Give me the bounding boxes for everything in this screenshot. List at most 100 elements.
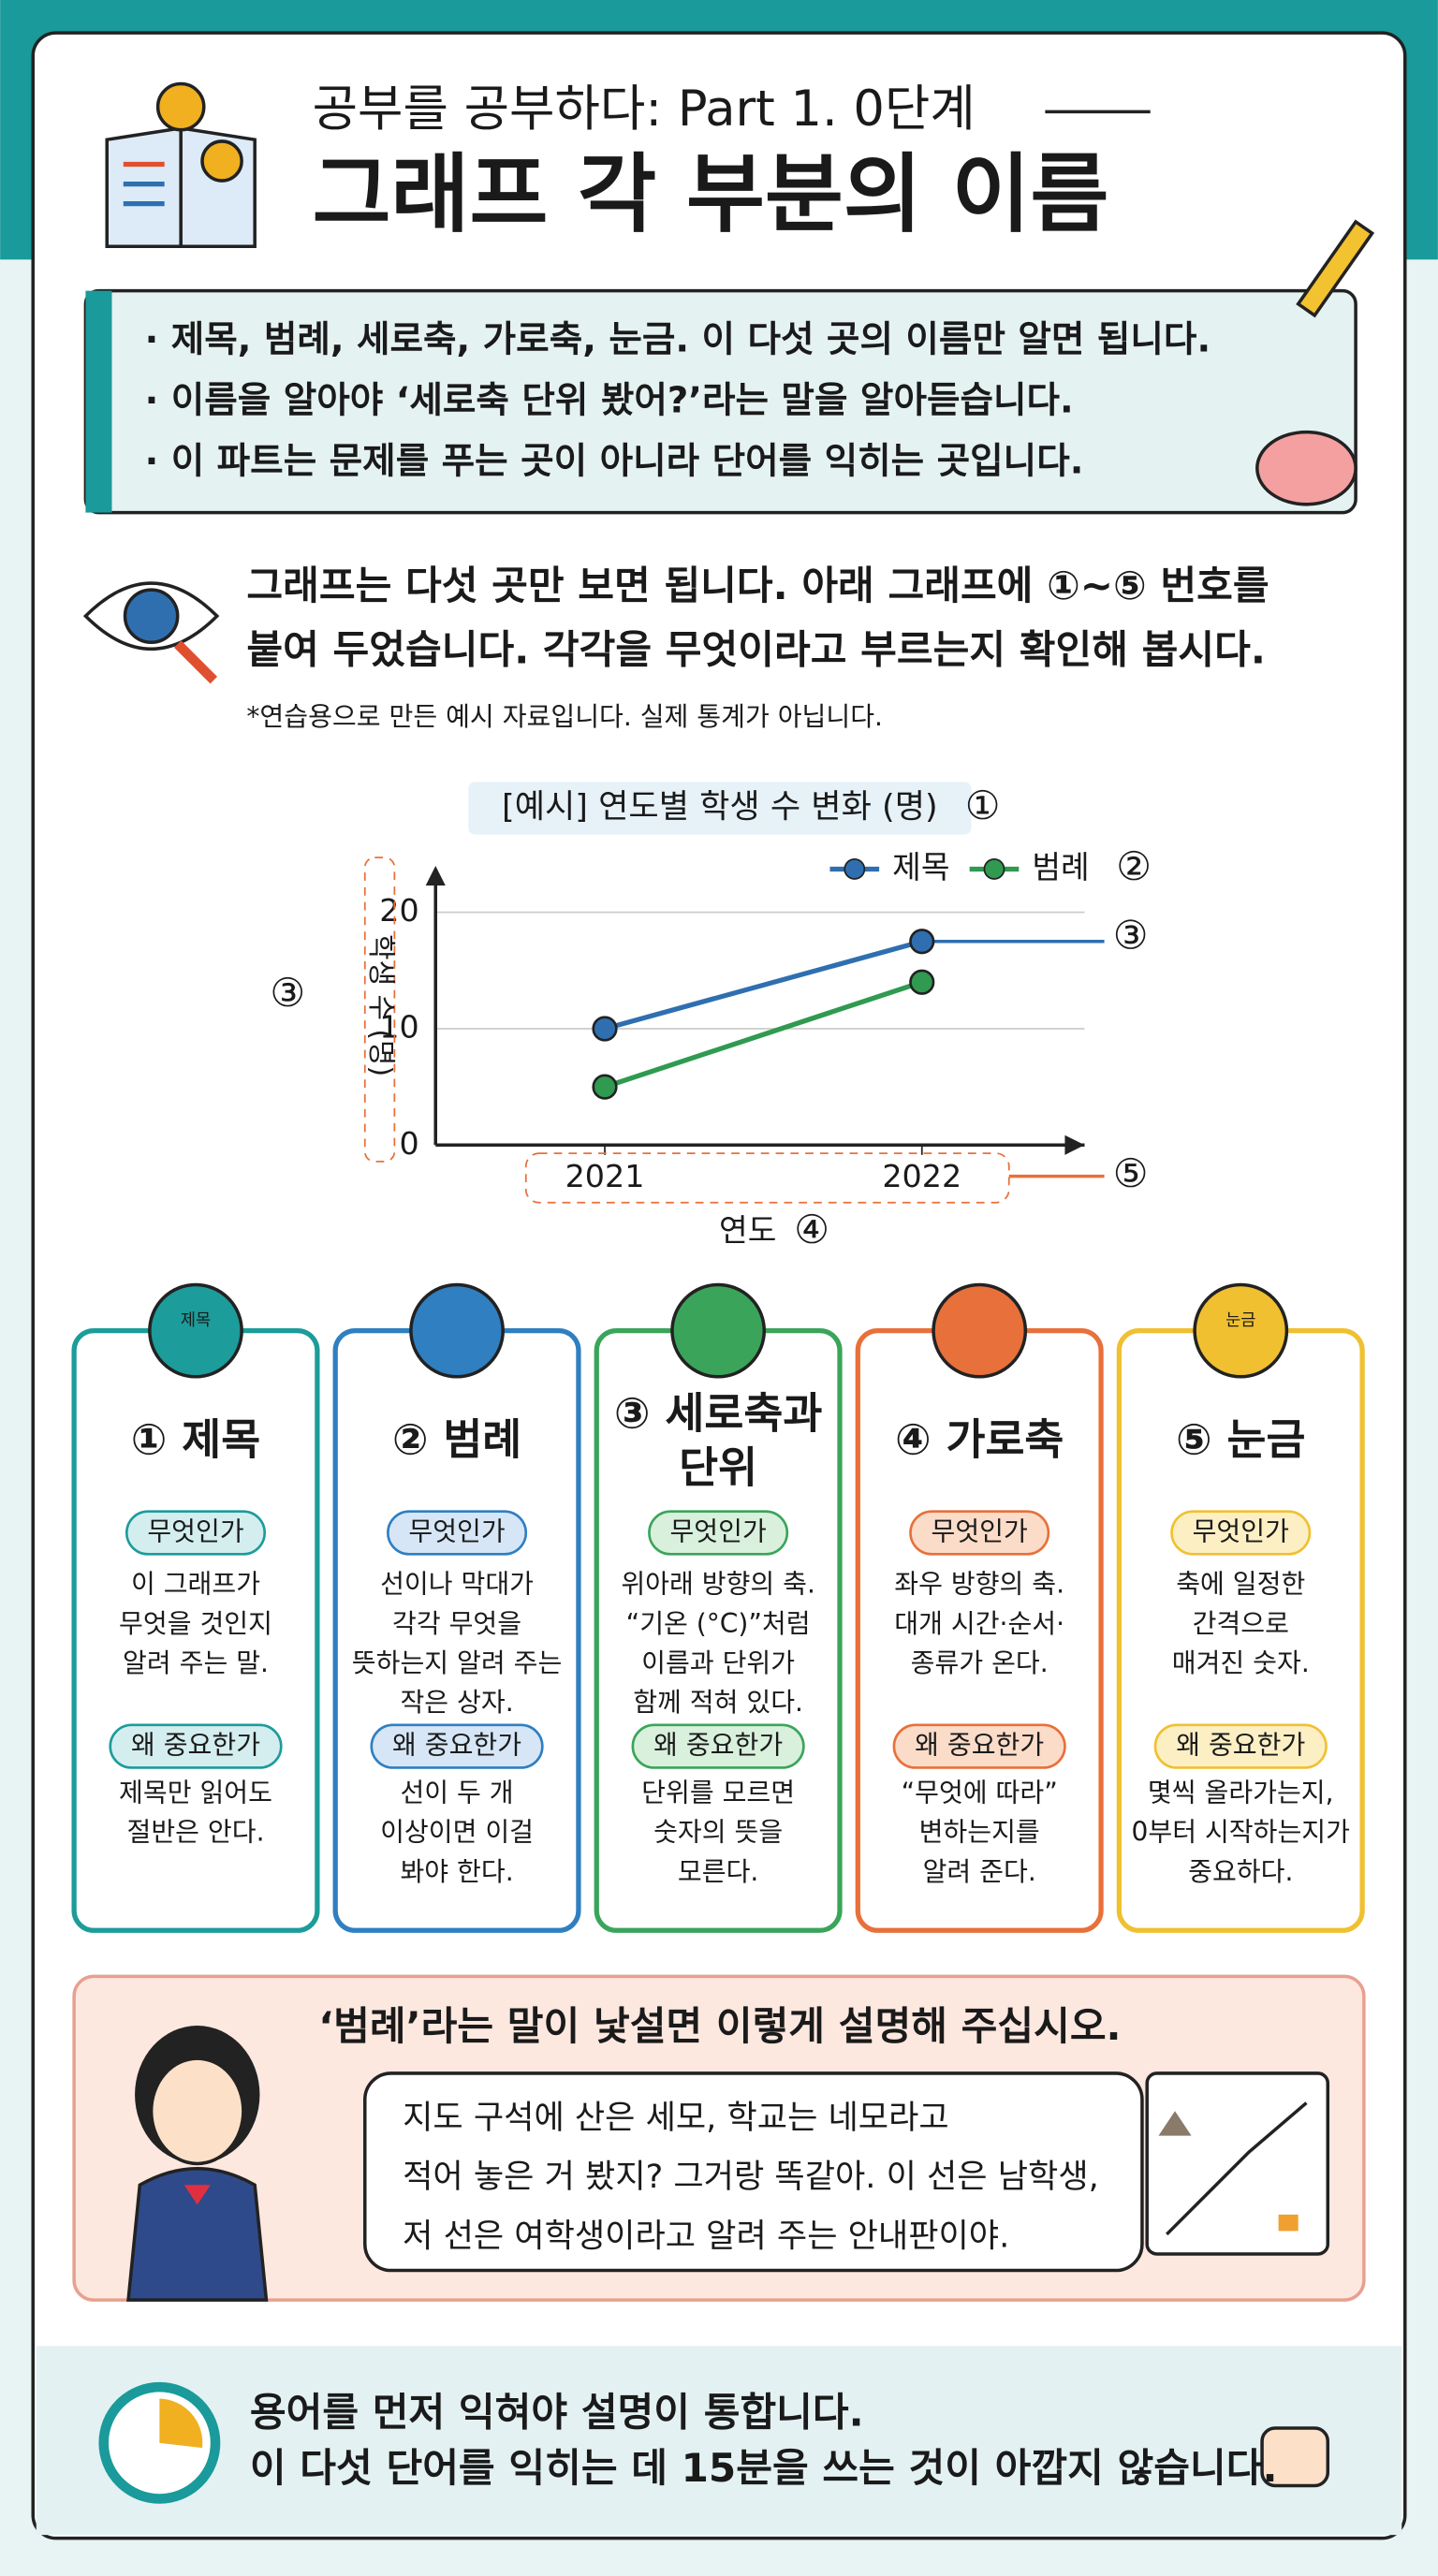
y-axis-arrow [425,865,446,886]
speech-bubble [363,2071,1144,2273]
pill-label: 무엇인가 [408,1516,505,1547]
card-title: 단위 [679,1442,757,1492]
pill-label: 왜 중요한가 [392,1730,521,1761]
pill [648,1510,789,1556]
data-point [909,969,935,995]
summary-accent [85,290,112,513]
card-text: 모른다. [678,1856,758,1887]
card-title: ④ 가로축 [895,1414,1064,1464]
x-tick-label: 2022 [882,1158,961,1194]
card-text: 0부터 시작하는지가 [1132,1817,1350,1848]
chart-title: [예시] 연도별 학생 수 변화 (명) [502,788,938,827]
card-text: 제목만 읽어도 [119,1778,272,1808]
legend-label: 범례 [1032,849,1089,886]
callout: ② [1116,843,1152,889]
card-text: 이 그래프가 [131,1569,260,1600]
card-icon [148,1282,243,1379]
data-point [592,1016,618,1042]
card-text: 단위를 모르면 [641,1778,795,1808]
legend-marker [983,858,1005,880]
card-text: 변하는지를 [919,1817,1040,1848]
footer-line: 용어를 먼저 익혀야 설명이 통합니다. [250,2389,864,2435]
pill [909,1510,1050,1556]
pill [1170,1510,1312,1556]
card-text: 중요하다. [1188,1856,1293,1887]
pill [892,1723,1066,1769]
card-text: 대개 시간·순서· [894,1608,1064,1639]
footer-line: 이 다섯 단어를 익히는 데 15분을 쓰는 것이 아깝지 않습니다. [250,2445,1278,2491]
card-icon [932,1282,1028,1379]
card-text: 몇씩 올라가는지, [1148,1778,1334,1808]
card-text: 선이 두 개 [400,1778,513,1808]
pill [1153,1723,1328,1769]
stopwatch-icon [98,2381,221,2504]
card-text: 숫자의 뜻을 [653,1817,783,1848]
y-tick-label: 0 [399,1125,418,1162]
card-text: 작은 상자. [400,1687,513,1718]
pill-label: 왜 중요한가 [131,1730,260,1761]
pill-label: 무엇인가 [932,1516,1028,1547]
y-tick-label: 20 [379,892,418,929]
pill-label: 무엇인가 [669,1516,766,1547]
pill-label: 왜 중요한가 [1176,1730,1305,1761]
summary-line: · 이름을 알아야 ‘세로축 단위 봤어?’라는 말을 알아듣습니다. [145,379,1074,421]
teacher-illustration [126,2026,269,2302]
x-axis-arrow [1064,1134,1085,1155]
card-title: ③ 세로축과 [614,1388,822,1438]
speech-line: 지도 구석에 산은 세모, 학교는 네모라고 [403,2099,949,2137]
subtitle: 공부를 공부하다: Part 1. 0단계 [313,80,976,138]
series-line [604,939,923,1032]
thumbs-up-icon [1260,2426,1330,2488]
card-title: ① 제목 [131,1414,260,1464]
pill-label: 무엇인가 [1193,1516,1289,1547]
legend-marker [844,858,866,880]
pill [387,1510,528,1556]
card-text: “기온 (°C)”처럼 [626,1608,811,1639]
card-text: 매겨진 숫자. [1172,1647,1310,1678]
card-text: 뜻하는지 알려 주는 [352,1647,563,1678]
card-icon [1193,1282,1289,1379]
card-icon [670,1282,767,1379]
card-title: ② 범례 [392,1414,521,1464]
data-point [909,929,935,955]
card-text: 무엇을 것인지 [119,1608,272,1639]
callout: ③ [1113,913,1149,959]
summary-line: · 이 파트는 문제를 푸는 곳이 아니라 단어를 익히는 곳입니다. [145,440,1084,482]
pill [125,1510,267,1556]
series-line [604,979,923,1090]
pill [109,1723,283,1769]
card-text: 이름과 단위가 [641,1647,795,1678]
note: *연습용으로 만든 예시 자료입니다. 실제 통계가 아닙니다. [246,701,883,732]
card-text: 종류가 온다. [911,1647,1049,1678]
card-text: 절반은 안다. [126,1817,264,1848]
pencil-icon [1296,219,1375,318]
card-text: 봐야 한다. [400,1856,513,1887]
card-text: 축에 일정한 [1176,1569,1305,1600]
callout: ① [965,783,1001,828]
book-icon [105,81,257,249]
icon-text: 눈금 [1225,1311,1255,1330]
card-text: 위아래 방향의 축. [621,1569,815,1600]
intro-line: 붙여 두었습니다. 각각을 무엇이라고 부르는지 확인해 봅시다. [246,626,1265,672]
y-axis-label: 학생 수 (명) [364,934,397,1076]
speech-line: 저 선은 여학생이라고 알려 주는 안내판이야. [403,2217,1009,2255]
x-axis-label: 연도 [719,1212,776,1249]
card-text: 알려 준다. [923,1856,1036,1887]
y-tick-label: 10 [379,1008,418,1045]
data-point [592,1074,618,1100]
card-icon [409,1282,505,1379]
eye-icon [82,581,220,684]
chart-title-box [468,782,972,835]
card-text: 함께 적혀 있다. [633,1687,803,1718]
pill [370,1723,544,1769]
pill-label: 왜 중요한가 [915,1730,1044,1761]
footer-band [36,2346,1402,2536]
icon-text: 제목 [181,1311,211,1330]
pill [631,1723,805,1769]
callout: ③ [270,970,305,1016]
intro-line: 그래프는 다섯 곳만 보면 됩니다. 아래 그래프에 ①~⑤ 번호를 [246,563,1269,608]
card-text: 간격으로 [1193,1608,1289,1639]
pill-label: 왜 중요한가 [653,1730,783,1761]
callout: ⑤ [1113,1150,1149,1196]
